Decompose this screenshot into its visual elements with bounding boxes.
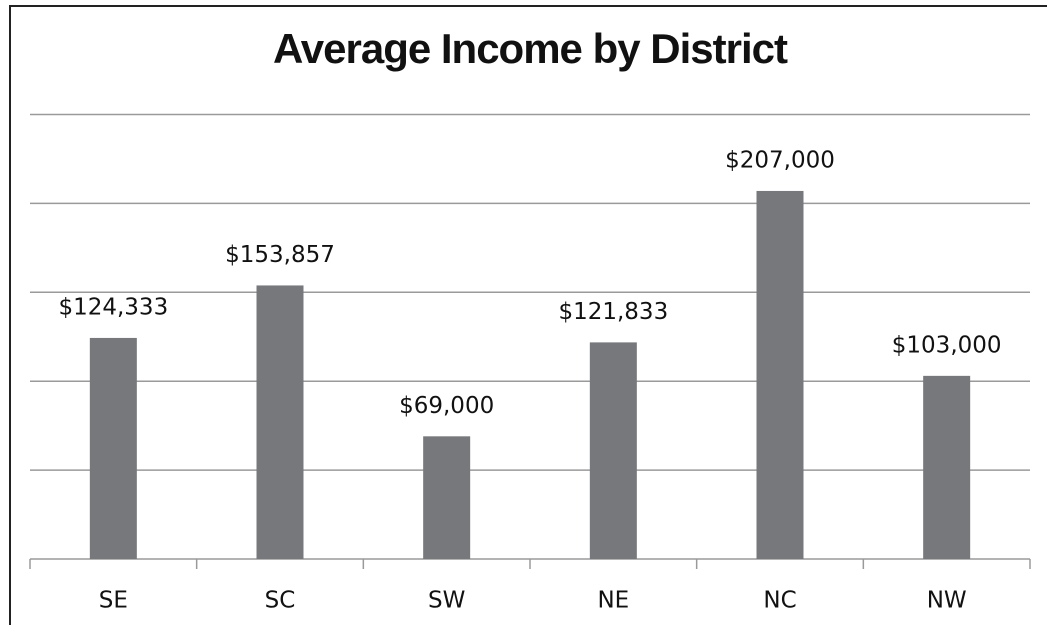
bar xyxy=(89,337,137,559)
bar xyxy=(423,436,471,559)
chart-frame xyxy=(9,5,1047,625)
bar xyxy=(756,190,804,560)
data-label: $207,000 xyxy=(725,147,835,173)
x-tick-label: NE xyxy=(597,588,629,614)
bar xyxy=(923,375,971,559)
data-label: $124,333 xyxy=(58,294,168,320)
bar xyxy=(589,342,637,559)
bar xyxy=(256,285,304,559)
x-tick-label: NC xyxy=(763,588,796,614)
x-tick-label: NW xyxy=(927,588,967,614)
x-tick-label: SE xyxy=(99,588,128,614)
x-tick-label: SC xyxy=(265,588,296,614)
data-label: $121,833 xyxy=(558,299,668,325)
x-tick-label: SW xyxy=(428,588,465,614)
data-label: $153,857 xyxy=(225,242,335,268)
data-label: $69,000 xyxy=(399,393,494,419)
data-label: $103,000 xyxy=(892,332,1002,358)
chart-title: Average Income by District xyxy=(273,25,788,72)
